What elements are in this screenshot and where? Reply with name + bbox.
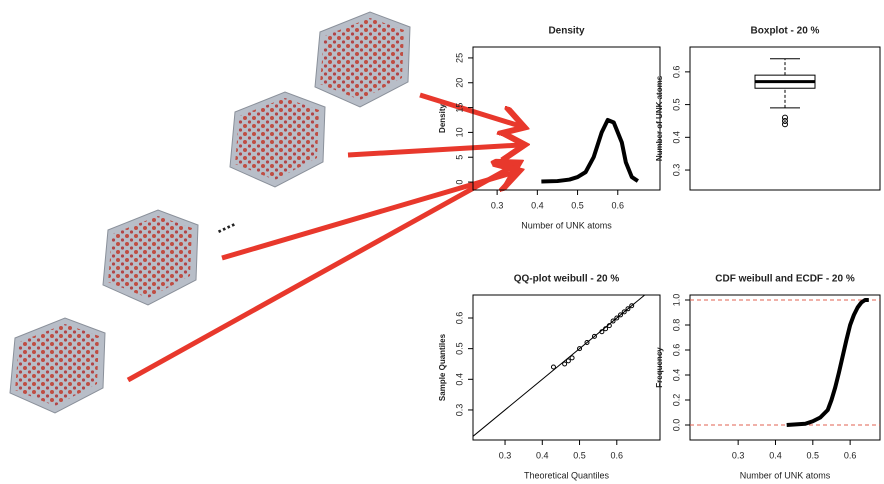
x-tick-label: 0.3 — [732, 450, 745, 460]
y-tick-label: 0.4 — [454, 373, 464, 386]
point — [591, 333, 597, 339]
x-tick-label: 0.3 — [491, 200, 504, 210]
x-axis-label: Number of UNK atoms — [740, 470, 831, 480]
svg-text:....: .... — [211, 211, 238, 238]
point — [584, 340, 590, 346]
y-tick-label: 0.3 — [454, 404, 464, 417]
point — [569, 355, 575, 361]
x-tick-label: 0.5 — [573, 450, 586, 460]
chart-title: CDF weibull and ECDF - 20 % — [715, 274, 855, 285]
x-tick-label: 0.5 — [571, 200, 584, 210]
point — [550, 364, 556, 370]
point — [610, 318, 616, 324]
molecules: .... — [9, 11, 411, 414]
y-axis-label: Density — [438, 104, 447, 133]
arrows — [126, 92, 520, 383]
y-tick-label: 0.4 — [671, 131, 681, 144]
point — [614, 315, 620, 321]
y-tick-label: 15 — [454, 103, 464, 113]
y-tick-label: 5 — [454, 155, 464, 160]
y-tick-label: 0.5 — [454, 342, 464, 355]
outlier — [782, 121, 788, 128]
y-tick-label: 0.3 — [671, 164, 681, 177]
y-tick-label: 0.4 — [671, 369, 681, 382]
y-tick-label: 10 — [454, 127, 464, 137]
x-tick-label: 0.4 — [536, 450, 549, 460]
point — [603, 326, 609, 332]
y-tick-label: 0 — [454, 180, 464, 185]
x-tick-label: 0.4 — [769, 450, 782, 460]
y-tick-label: 0.8 — [671, 319, 681, 332]
y-tick-label: 20 — [454, 78, 464, 88]
chart-title: Density — [548, 26, 585, 37]
point — [629, 303, 635, 309]
x-tick-label: 0.6 — [612, 200, 625, 210]
x-tick-label: 0.5 — [807, 450, 820, 460]
x-tick-label: 0.4 — [531, 200, 544, 210]
y-tick-label: 0.2 — [671, 394, 681, 407]
y-tick-label: 0.6 — [454, 312, 464, 325]
point — [618, 312, 624, 318]
point — [599, 329, 605, 335]
y-tick-label: 0.6 — [671, 66, 681, 79]
identity-line — [472, 294, 646, 437]
y-tick-label: 0.0 — [671, 419, 681, 432]
plot-frame — [472, 46, 661, 191]
y-tick-label: 0.5 — [671, 98, 681, 111]
plot-frame — [689, 46, 881, 191]
y-axis-label: Sample Quantiles — [438, 333, 447, 401]
x-axis-label: Theoretical Quantiles — [524, 470, 610, 480]
y-axis-label: Number of UNK atoms — [655, 75, 664, 161]
outlier — [782, 114, 788, 121]
chart-title: Boxplot - 20 % — [751, 26, 820, 37]
y-tick-label: 0.6 — [671, 344, 681, 357]
plot-frame — [689, 294, 881, 441]
data-line — [786, 298, 869, 427]
y-tick-label: 25 — [454, 53, 464, 63]
data-line — [541, 117, 639, 184]
point — [577, 346, 583, 352]
point — [606, 323, 612, 329]
point — [565, 358, 571, 364]
point — [625, 306, 631, 312]
y-axis-label: Frequency — [655, 347, 664, 388]
x-tick-label: 0.6 — [844, 450, 857, 460]
plot-frame — [472, 294, 661, 441]
x-axis-label: Number of UNK atoms — [521, 220, 612, 230]
point — [562, 361, 568, 367]
point — [621, 309, 627, 315]
y-tick-label: 1.0 — [671, 294, 681, 307]
outlier — [782, 117, 788, 124]
x-tick-label: 0.3 — [499, 450, 512, 460]
x-tick-label: 0.6 — [611, 450, 624, 460]
chart-title: QQ-plot weibull - 20 % — [514, 274, 620, 285]
